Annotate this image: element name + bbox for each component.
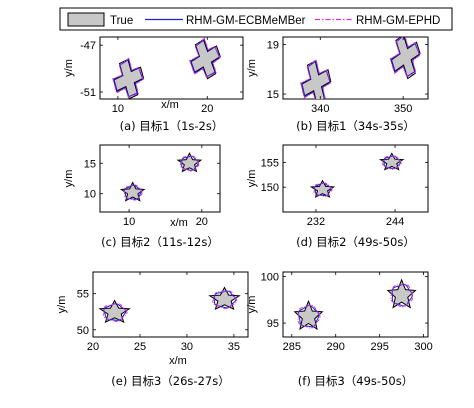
- x-tick-label: 295: [370, 341, 388, 353]
- ephd-estimate-1: [300, 58, 332, 99]
- y-tick-label: 15: [84, 158, 96, 170]
- plot-marks: [98, 286, 241, 324]
- ephd-estimate-2: [382, 155, 402, 170]
- ephd-estimate-1: [123, 184, 143, 201]
- ephd-estimate-1: [297, 304, 321, 329]
- panel-caption: (d) 目标2（49s-50s）: [296, 235, 415, 249]
- x-tick-label: 20: [196, 216, 208, 228]
- legend-label-true: True: [110, 15, 133, 27]
- x-tick-label: 244: [386, 216, 404, 228]
- plot-area: [282, 144, 429, 213]
- chart-panel-2: 340 350 15 19 y/m (b) 目标1（34s-35s）: [246, 36, 429, 133]
- x-tick-label: 285: [283, 341, 301, 353]
- y-tick-label: 19: [267, 39, 279, 51]
- plot-marks: [112, 37, 221, 99]
- y-tick-label: 150: [261, 182, 279, 194]
- y-tick-label: 50: [77, 325, 89, 337]
- y-tick-label: 95: [267, 318, 279, 330]
- true-shape-1: [119, 181, 146, 202]
- chart-panel-5: 20 25 30 35 50 55 y/m x/m (e) 目标3（26s-27s）: [56, 271, 249, 388]
- ephd-estimate-2: [212, 290, 238, 310]
- x-tick-label: 35: [228, 341, 240, 353]
- y-axis-label: y/m: [63, 170, 75, 188]
- ephd-estimate-2: [389, 37, 421, 78]
- plot-marks: [300, 37, 421, 99]
- y-axis-label: y/m: [246, 170, 258, 188]
- x-tick-label: 350: [394, 103, 412, 115]
- plot-marks: [293, 278, 417, 331]
- x-tick-label: 20: [201, 103, 213, 115]
- y-axis-label: y/m: [246, 296, 258, 314]
- panel-caption: (a) 目标1（1s-2s）: [120, 119, 224, 133]
- ephd-estimate-1: [112, 57, 144, 98]
- panel-caption: (f) 目标3（49s-50s）: [298, 374, 413, 388]
- y-tick-label: 15: [267, 89, 279, 101]
- y-tick-label: 100: [261, 272, 279, 284]
- legend-label-ecbmember: RHM-GM-ECBMeMBer: [186, 15, 306, 27]
- chart-panel-3: 10 20 10 15 y/m x/m (c) 目标2（11s-12s）: [63, 144, 221, 249]
- x-tick-label: 30: [181, 341, 193, 353]
- panel-caption: (b) 目标1（34s-35s）: [296, 119, 415, 133]
- x-tick-label: 340: [311, 103, 329, 115]
- panel-caption: (e) 目标3（26s-27s）: [111, 374, 229, 388]
- x-tick-label: 232: [307, 216, 325, 228]
- ecbmember-estimate-2: [181, 155, 199, 171]
- plot-area: [99, 144, 221, 213]
- true-shape-1: [98, 299, 131, 324]
- ephd-estimate-2: [179, 155, 200, 172]
- ephd-estimate-2: [390, 283, 414, 308]
- y-tick-label: 55: [77, 289, 89, 301]
- x-tick-label: 25: [134, 341, 146, 353]
- chart-panel-1: 10 20 -51 -47 y/m x/m (a) 目标1（1s-2s）: [63, 36, 244, 133]
- y-axis-label: y/m: [56, 296, 68, 314]
- x-tick-label: 20: [87, 341, 99, 353]
- legend: True RHM-GM-ECBMeMBer RHM-GM-EPHD: [59, 7, 453, 31]
- y-tick-label: 10: [84, 189, 96, 201]
- ephd-estimate-1: [103, 303, 128, 323]
- legend-box: [59, 7, 453, 31]
- legend-label-ephd: RHM-GM-EPHD: [356, 15, 440, 27]
- ephd-estimate-2: [189, 37, 221, 78]
- plot-marks: [309, 152, 405, 198]
- x-tick-label: 10: [123, 216, 135, 228]
- plot-marks: [119, 152, 203, 202]
- x-axis-label: x/m: [169, 355, 187, 367]
- true-shape-2: [208, 286, 241, 311]
- y-tick-label: -47: [80, 40, 96, 52]
- y-axis-label: y/m: [63, 59, 75, 77]
- y-axis-label: y/m: [246, 59, 258, 77]
- ecbmember-estimate-2: [213, 290, 237, 309]
- panel-caption: (c) 目标2（11s-12s）: [101, 235, 219, 249]
- legend-swatch-true: [67, 12, 105, 27]
- x-tick-label: 10: [112, 103, 124, 115]
- y-tick-label: -51: [80, 87, 96, 99]
- ephd-estimate-1: [313, 182, 333, 197]
- x-axis-label: x/m: [161, 99, 179, 111]
- x-tick-label: 290: [327, 341, 345, 353]
- y-tick-label: 155: [261, 157, 279, 169]
- x-tick-label: 300: [414, 341, 432, 353]
- x-axis-label: x/m: [170, 217, 188, 229]
